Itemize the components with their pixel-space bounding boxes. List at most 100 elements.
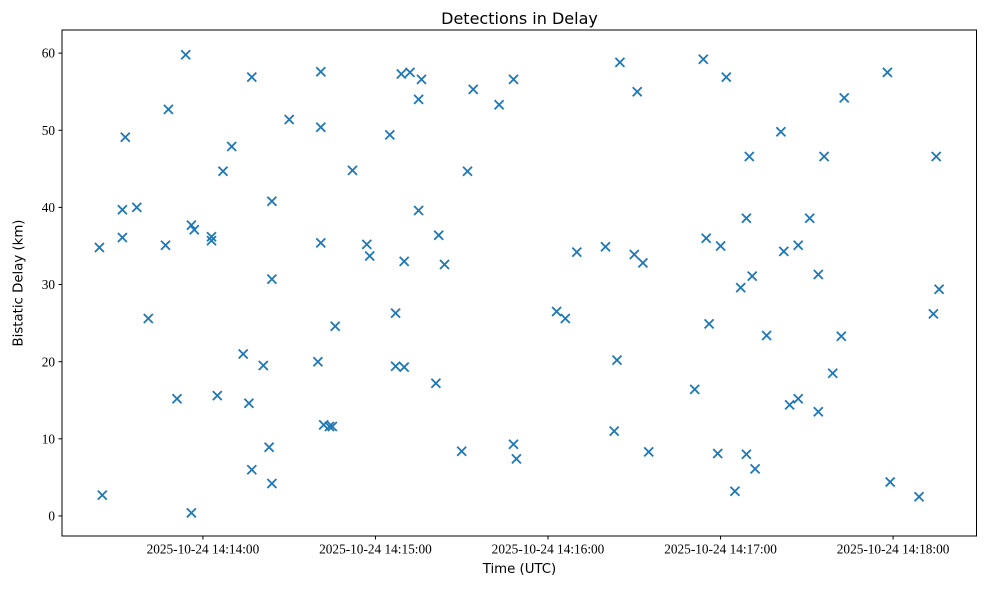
data-point-marker <box>390 307 401 319</box>
data-point-marker <box>721 71 732 83</box>
data-point-marker <box>508 74 519 85</box>
data-point-marker <box>390 361 401 372</box>
data-point-marker <box>120 132 131 143</box>
y-tick-label: 0 <box>48 509 55 524</box>
data-point-marker <box>413 94 424 105</box>
data-point-marker <box>933 284 945 295</box>
data-point-marker <box>761 330 772 341</box>
data-point-marker <box>399 256 410 267</box>
chart-title: Detections in Delay <box>441 9 598 28</box>
data-point-marker <box>226 141 237 152</box>
data-point-marker <box>217 166 229 177</box>
data-point-marker <box>637 257 649 269</box>
data-point-marker <box>913 491 925 502</box>
data-point-marker <box>396 68 407 80</box>
data-point-marker <box>117 232 128 243</box>
data-point-marker <box>186 507 197 519</box>
data-point-marker <box>238 348 249 360</box>
data-point-marker <box>258 360 269 371</box>
data-point-marker <box>206 235 217 246</box>
data-point-marker <box>698 54 709 65</box>
data-point-marker <box>551 306 562 317</box>
data-point-marker <box>632 86 643 97</box>
data-point-marker <box>284 114 295 125</box>
data-point-marker <box>735 282 746 293</box>
data-point-marker <box>643 446 654 458</box>
data-point-marker <box>266 196 278 207</box>
data-point-marker <box>312 356 324 367</box>
data-point-marker <box>468 84 479 95</box>
data-point-marker <box>263 442 275 453</box>
data-point-marker <box>931 151 942 162</box>
data-point-marker <box>361 239 372 250</box>
data-point-marker <box>885 476 896 488</box>
data-point-marker <box>171 393 183 404</box>
data-point-marker <box>456 446 467 457</box>
data-point-marker <box>246 71 257 83</box>
x-tick-label: 2025-10-24 14:18:00 <box>837 542 950 557</box>
data-point-marker <box>749 463 761 475</box>
data-point-marker <box>715 240 726 252</box>
data-point-marker <box>614 57 626 68</box>
y-tick-label: 20 <box>42 354 56 369</box>
data-point-marker <box>741 213 752 224</box>
y-axis-label: Bistatic Delay (km) <box>11 219 27 347</box>
data-point-marker <box>827 368 838 379</box>
data-point-marker <box>818 151 830 162</box>
x-tick-label: 2025-10-24 14:17:00 <box>664 542 777 557</box>
data-point-marker <box>94 242 105 253</box>
data-point-marker <box>324 421 335 432</box>
data-point-marker <box>212 390 223 401</box>
data-point-marker <box>266 273 278 285</box>
data-point-marker <box>784 399 795 411</box>
data-point-marker <box>775 126 787 137</box>
data-point-marker <box>315 122 326 133</box>
y-tick-label: 60 <box>42 46 56 61</box>
data-point-marker <box>413 205 424 216</box>
data-point-marker <box>266 478 278 489</box>
data-point-marker <box>571 246 582 258</box>
data-point-marker <box>131 202 142 213</box>
data-point-marker <box>508 439 519 450</box>
data-point-marker <box>384 129 395 141</box>
data-points <box>94 49 945 519</box>
data-point-marker <box>160 240 171 251</box>
data-point-marker <box>315 237 326 249</box>
data-point-marker <box>364 250 375 262</box>
data-point-marker <box>560 313 571 324</box>
data-point-marker <box>600 241 611 252</box>
plot-frame <box>61 29 977 537</box>
data-point-marker <box>493 99 505 110</box>
data-point-marker <box>97 489 108 501</box>
data-point-marker <box>744 151 755 162</box>
data-point-marker <box>836 331 847 342</box>
y-tick-label: 30 <box>42 277 56 292</box>
data-point-marker <box>804 213 815 224</box>
data-point-marker <box>347 165 358 176</box>
data-point-marker <box>430 378 442 389</box>
data-point-marker <box>793 240 804 251</box>
data-point-marker <box>180 49 191 60</box>
x-tick-label: 2025-10-24 14:16:00 <box>492 542 605 557</box>
data-point-marker <box>318 419 329 431</box>
data-point-marker <box>712 448 723 459</box>
data-point-marker <box>399 361 410 373</box>
data-point-marker <box>439 259 450 270</box>
data-point-marker <box>462 166 473 177</box>
x-tick-label: 2025-10-24 14:15:00 <box>319 542 432 557</box>
data-point-marker <box>327 421 338 432</box>
data-point-marker <box>729 486 741 497</box>
y-tick-label: 40 <box>42 200 56 215</box>
data-point-marker <box>404 67 416 78</box>
data-point-marker <box>813 406 824 417</box>
data-point-marker <box>778 246 789 257</box>
data-point-marker <box>629 249 640 260</box>
y-tick-label: 50 <box>42 123 56 138</box>
data-point-marker <box>189 224 200 235</box>
data-point-marker <box>243 398 255 409</box>
data-point-marker <box>416 74 427 85</box>
data-point-marker <box>689 384 700 395</box>
data-point-marker <box>611 354 623 366</box>
